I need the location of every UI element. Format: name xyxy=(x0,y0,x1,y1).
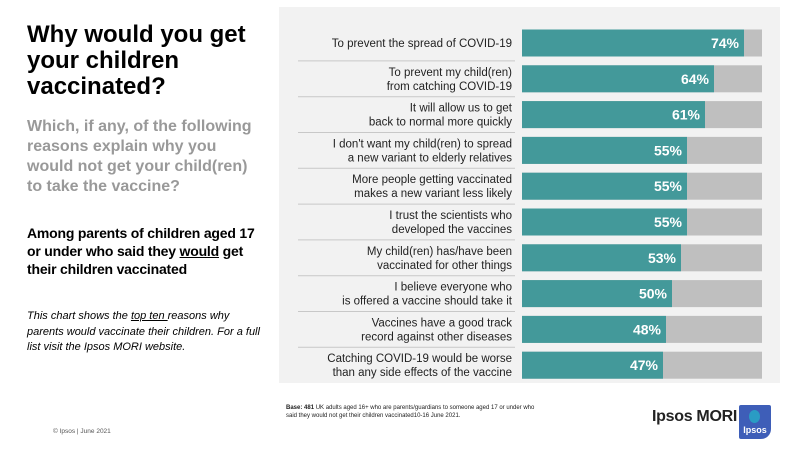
survey-question: Which, if any, of the following reasons … xyxy=(27,118,252,195)
bar xyxy=(522,136,687,164)
category-label: It will allow us to get back to normal mo… xyxy=(369,103,513,129)
bar xyxy=(522,280,672,308)
category-label: Vaccines have a good track record against… xyxy=(361,317,512,343)
data-label: 55% xyxy=(654,178,683,194)
note-text: This chart shows the xyxy=(27,310,131,322)
data-label: 55% xyxy=(654,142,683,158)
bar xyxy=(522,101,705,129)
bar xyxy=(522,244,681,272)
category-label: More people getting vaccinated makes a ne… xyxy=(352,174,512,200)
brand-name: Ipsos MORI xyxy=(652,408,738,425)
data-label: 61% xyxy=(672,107,701,123)
data-label: 53% xyxy=(648,250,677,266)
category-label: I trust the scientists who developed the … xyxy=(389,210,512,236)
bar xyxy=(522,172,687,200)
bar xyxy=(522,29,744,57)
logo-text: Ipsos xyxy=(743,425,767,435)
data-label: 55% xyxy=(654,214,683,230)
copyright: © Ipsos | June 2021 xyxy=(53,428,111,435)
data-label: 47% xyxy=(630,357,659,373)
category-label: To prevent my child(ren) from catching CO… xyxy=(387,67,512,93)
bar xyxy=(522,65,714,93)
base-count: 481 xyxy=(304,405,315,411)
category-label: To prevent the spread of COVID-19 xyxy=(332,38,512,50)
data-label: 64% xyxy=(681,71,710,87)
data-label: 50% xyxy=(639,286,668,302)
data-label: 48% xyxy=(633,321,662,337)
ipsos-logo: Ipsos xyxy=(739,405,771,439)
base-label: Base: xyxy=(286,405,303,411)
note-text-end: reasons why parents would vaccinate thei… xyxy=(27,310,260,353)
category-label: I don't want my child(ren) to spread a ne… xyxy=(333,138,512,164)
audience-description: Among parents of children aged 17 or und… xyxy=(27,224,267,278)
base-text: UK adults aged 16+ who are parents/guard… xyxy=(286,405,535,419)
audience-text: Among parents of children aged 17 or und… xyxy=(27,225,255,259)
base-note: Base: 481 UK adults aged 16+ who are par… xyxy=(286,404,546,420)
bar xyxy=(522,315,666,343)
category-label: My child(ren) has/have been vaccinated fo… xyxy=(367,246,512,272)
data-label: 74% xyxy=(711,35,740,51)
page-title: Why would you get your children vaccinat… xyxy=(27,21,246,100)
audience-text-end: get their children vaccinated xyxy=(27,243,244,277)
audience-emphasis: would xyxy=(179,243,220,259)
bar xyxy=(522,351,663,379)
note-emphasis: top ten xyxy=(130,310,168,322)
category-label: Catching COVID-19 would be worse than any… xyxy=(327,353,512,379)
category-label: I believe everyone who is offered a vacci… xyxy=(342,282,513,308)
bar xyxy=(522,208,687,236)
chart-note: This chart shows the top ten reasons why… xyxy=(27,309,262,356)
